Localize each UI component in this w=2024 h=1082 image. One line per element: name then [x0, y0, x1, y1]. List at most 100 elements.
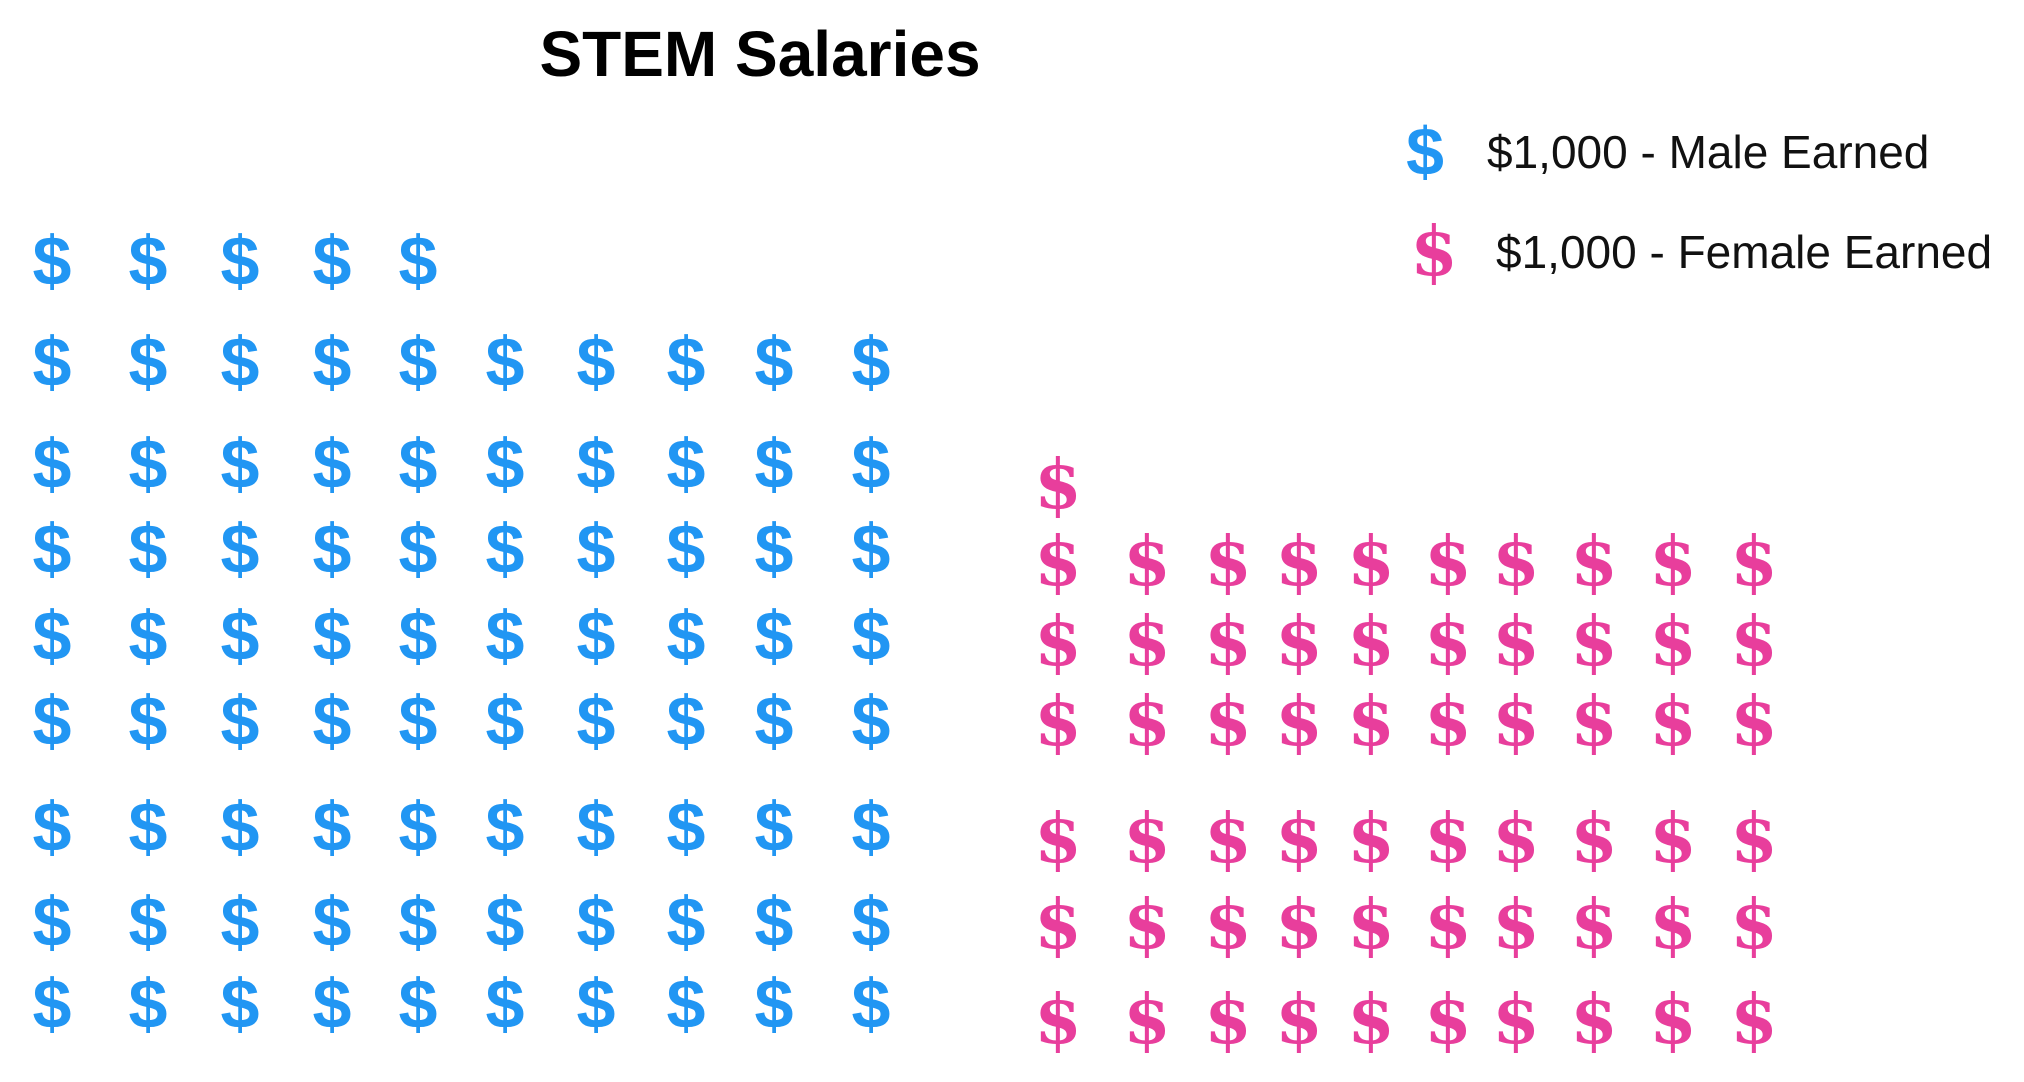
- male-dollar-icon: $: [755, 510, 794, 588]
- female-dollar-icon: $: [1123, 682, 1170, 762]
- male-dollar-icon: $: [399, 965, 438, 1043]
- male-dollar-icon: $: [755, 788, 794, 866]
- female-dollar-icon: $: [1275, 799, 1322, 879]
- legend-item-male: $ $1,000 - Male Earned: [1395, 112, 1995, 192]
- male-dollar-icon: $: [577, 323, 616, 401]
- female-dollar-icon: $: [1204, 602, 1251, 682]
- female-dollar-icon: $: [1034, 602, 1081, 682]
- male-dollar-icon: $: [852, 682, 891, 760]
- male-dollar-icon: $: [486, 510, 525, 588]
- female-dollar-icon: $: [1649, 980, 1696, 1060]
- female-dollar-icon: $: [1034, 445, 1081, 525]
- legend-label-male: $1,000 - Male Earned: [1487, 126, 1930, 178]
- female-dollar-icon: $: [1570, 682, 1617, 762]
- male-dollar-icon: $: [577, 682, 616, 760]
- male-dollar-icon: $: [129, 788, 168, 866]
- female-dollar-icon: $: [1034, 885, 1081, 965]
- male-dollar-icon: $: [33, 425, 72, 503]
- male-dollar-icon: $: [667, 597, 706, 675]
- male-dollar-icon: $: [129, 682, 168, 760]
- male-dollar-icon: $: [667, 425, 706, 503]
- male-dollar-icon: $: [221, 323, 260, 401]
- female-dollar-icon: $: [1204, 522, 1251, 602]
- female-dollar-icon: $: [1204, 885, 1251, 965]
- female-dollar-icon: $: [1347, 980, 1394, 1060]
- female-dollar-icon: $: [1424, 522, 1471, 602]
- female-dollar-icon: $: [1034, 682, 1081, 762]
- female-dollar-icon: $: [1204, 980, 1251, 1060]
- male-dollar-icon: $: [577, 597, 616, 675]
- female-dollar-icon: $: [1204, 682, 1251, 762]
- female-dollar-icon: $: [1347, 602, 1394, 682]
- female-dollar-icon: $: [1123, 799, 1170, 879]
- female-dollar-icon: $: [1424, 799, 1471, 879]
- female-dollar-icon: $: [1275, 980, 1322, 1060]
- male-dollar-icon: $: [486, 883, 525, 961]
- female-dollar-icon: $: [1649, 602, 1696, 682]
- male-dollar-icon: $: [313, 323, 352, 401]
- male-dollar-icon: $: [313, 510, 352, 588]
- female-dollar-icon: $: [1492, 602, 1539, 682]
- female-dollar-icon: $: [1347, 682, 1394, 762]
- male-dollar-icon: $: [33, 323, 72, 401]
- female-dollar-icon: $: [1649, 885, 1696, 965]
- male-dollar-icon: $: [221, 425, 260, 503]
- male-dollar-icon: $: [313, 788, 352, 866]
- male-dollar-icon: $: [399, 425, 438, 503]
- male-dollar-icon: $: [852, 788, 891, 866]
- female-dollar-icon: $: [1034, 980, 1081, 1060]
- male-dollar-icon: $: [852, 323, 891, 401]
- female-dollar-icon: $: [1424, 885, 1471, 965]
- female-dollar-icon: $: [1275, 522, 1322, 602]
- female-dollar-icon: $: [1570, 885, 1617, 965]
- female-dollar-icon: $: [1347, 522, 1394, 602]
- male-dollar-icon: $: [221, 883, 260, 961]
- male-dollar-icon: $: [313, 682, 352, 760]
- male-dollar-icon: $: [667, 965, 706, 1043]
- male-dollar-icon: $: [129, 425, 168, 503]
- male-dollar-icon: $: [486, 323, 525, 401]
- male-dollar-icon: $: [755, 883, 794, 961]
- female-dollar-icon: $: [1570, 799, 1617, 879]
- male-dollar-icon: $: [129, 965, 168, 1043]
- male-dollar-icon: $: [486, 965, 525, 1043]
- male-dollar-icon: $: [577, 510, 616, 588]
- male-dollar-icon: $: [313, 425, 352, 503]
- chart-title: STEM Salaries: [539, 18, 981, 90]
- male-dollar-icon: $: [33, 222, 72, 300]
- male-dollar-icon: $: [33, 883, 72, 961]
- female-dollar-icon: $: [1730, 885, 1777, 965]
- male-dollar-icon: $: [577, 788, 616, 866]
- female-dollar-icon: $: [1492, 980, 1539, 1060]
- female-dollar-icon: $: [1410, 212, 1458, 292]
- male-dollar-icon: $: [852, 425, 891, 503]
- male-dollar-icon: $: [486, 788, 525, 866]
- male-dollar-icon: $: [755, 323, 794, 401]
- male-dollar-icon: $: [486, 597, 525, 675]
- female-dollar-icon: $: [1492, 522, 1539, 602]
- male-dollar-icon: $: [129, 883, 168, 961]
- female-dollar-icon: $: [1275, 885, 1322, 965]
- male-dollar-icon: $: [577, 965, 616, 1043]
- male-dollar-icon: $: [129, 323, 168, 401]
- female-dollar-icon: $: [1730, 602, 1777, 682]
- female-dollar-icon: $: [1347, 799, 1394, 879]
- male-dollar-icon: $: [667, 323, 706, 401]
- female-dollar-icon: $: [1730, 682, 1777, 762]
- male-dollar-icon: $: [577, 883, 616, 961]
- male-dollar-icon: $: [33, 788, 72, 866]
- male-dollar-icon: $: [313, 222, 352, 300]
- female-dollar-icon: $: [1347, 885, 1394, 965]
- male-dollar-icon: $: [221, 682, 260, 760]
- male-dollar-icon: $: [399, 682, 438, 760]
- male-dollar-icon: $: [129, 222, 168, 300]
- male-dollar-icon: $: [486, 682, 525, 760]
- male-dollar-icon: $: [667, 682, 706, 760]
- male-dollar-icon: $: [33, 510, 72, 588]
- male-dollar-icon: $: [221, 788, 260, 866]
- male-dollar-icon: $: [852, 510, 891, 588]
- male-dollar-icon: $: [399, 788, 438, 866]
- female-dollar-icon: $: [1730, 522, 1777, 602]
- male-dollar-icon: $: [852, 965, 891, 1043]
